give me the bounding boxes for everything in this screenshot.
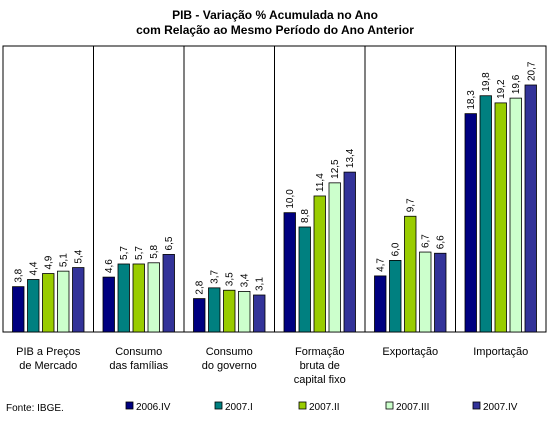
data-label: 10,0 [285, 189, 296, 209]
bar [404, 215, 417, 333]
bar [494, 102, 507, 333]
bar [389, 260, 402, 333]
bar [102, 276, 115, 333]
source-note: Fonte: IBGE. [6, 403, 64, 414]
bar [27, 279, 40, 333]
category-label: Consumo [206, 346, 253, 358]
data-label: 5,7 [119, 246, 130, 260]
bar [223, 289, 236, 333]
legend-swatch [385, 401, 394, 410]
data-label: 4,6 [104, 259, 115, 273]
bar [328, 182, 341, 333]
legend: 2006.IV 2007.I 2007.II 2007.III 2007.IV [125, 401, 518, 413]
category-label: Exportação [382, 346, 438, 358]
data-label: 11,4 [315, 173, 326, 192]
legend-swatch [472, 401, 481, 410]
legend-swatch [298, 401, 307, 410]
data-label: 3,7 [210, 270, 221, 284]
bar [434, 252, 447, 333]
bar [12, 286, 25, 333]
bar [42, 273, 55, 333]
data-label: 6,0 [391, 242, 402, 256]
category-label: Importação [473, 346, 528, 358]
category-label: do governo [202, 360, 257, 372]
legend-swatch [125, 401, 134, 410]
legend-label: 2007.I [225, 402, 253, 413]
legend-label: 2007.III [396, 402, 429, 413]
data-label: 19,6 [511, 74, 522, 94]
bar [162, 254, 175, 333]
bar [419, 251, 432, 333]
category-label: bruta de [300, 360, 340, 372]
data-labels: 3,8 4,4 4,9 5,1 5,4 4,6 5,7 5,7 5,8 6,5 2,8 3,7 3,5 3… [14, 61, 538, 294]
data-label: 3,1 [255, 277, 266, 291]
data-label: 6,7 [421, 234, 432, 248]
category-label: Formação [295, 346, 345, 358]
data-label: 20,7 [526, 61, 537, 81]
data-label: 5,8 [149, 244, 160, 258]
legend-label: 2007.II [309, 402, 340, 413]
chart-title-line: com Relação ao Mesmo Período do Ano Ante… [136, 23, 414, 37]
bar [193, 298, 206, 333]
bar [147, 262, 160, 333]
bars [12, 84, 537, 333]
data-label: 4,9 [44, 255, 55, 269]
bar [117, 263, 130, 333]
category-label: de Mercado [19, 360, 77, 372]
bar [132, 263, 145, 333]
bar [72, 267, 85, 333]
bar [343, 171, 356, 333]
bar [283, 212, 296, 333]
data-label: 13,4 [345, 148, 356, 168]
data-label: 6,5 [164, 236, 175, 250]
data-label: 3,8 [14, 268, 25, 282]
bar [524, 84, 537, 333]
data-label: 12,5 [330, 159, 341, 179]
bar [57, 270, 70, 333]
bar [253, 294, 266, 333]
data-label: 3,5 [225, 272, 236, 286]
bar [298, 226, 311, 333]
bar [464, 113, 477, 333]
data-label: 5,1 [59, 253, 70, 267]
category-label: capital fixo [294, 374, 346, 386]
data-label: 5,7 [134, 246, 145, 260]
data-label: 9,7 [406, 198, 417, 212]
data-label: 19,8 [481, 72, 492, 92]
category-labels: PIB a Preços de Mercado Consumo das família… [16, 346, 528, 386]
bar [374, 275, 387, 333]
legend-label: 2006.IV [136, 402, 171, 413]
chart-title-line: PIB - Variação % Acumulada no Ano [172, 8, 378, 22]
category-label: das famílias [109, 360, 168, 372]
bar [479, 95, 492, 333]
data-label: 3,4 [240, 273, 251, 287]
bar [313, 195, 326, 333]
bar [238, 291, 251, 333]
category-label: PIB a Preços [16, 346, 81, 358]
data-label: 6,6 [436, 235, 447, 249]
legend-swatch [214, 401, 223, 410]
data-label: 19,2 [496, 79, 507, 99]
category-separators [93, 46, 456, 332]
data-label: 8,8 [300, 209, 311, 223]
category-label: Consumo [115, 346, 162, 358]
legend-label: 2007.IV [483, 402, 518, 413]
bar [509, 97, 522, 333]
data-label: 4,4 [29, 261, 40, 275]
data-label: 5,4 [74, 249, 85, 263]
data-label: 4,7 [376, 258, 387, 272]
bar [208, 287, 221, 333]
data-label: 2,8 [195, 280, 206, 294]
data-label: 18,3 [466, 90, 477, 110]
